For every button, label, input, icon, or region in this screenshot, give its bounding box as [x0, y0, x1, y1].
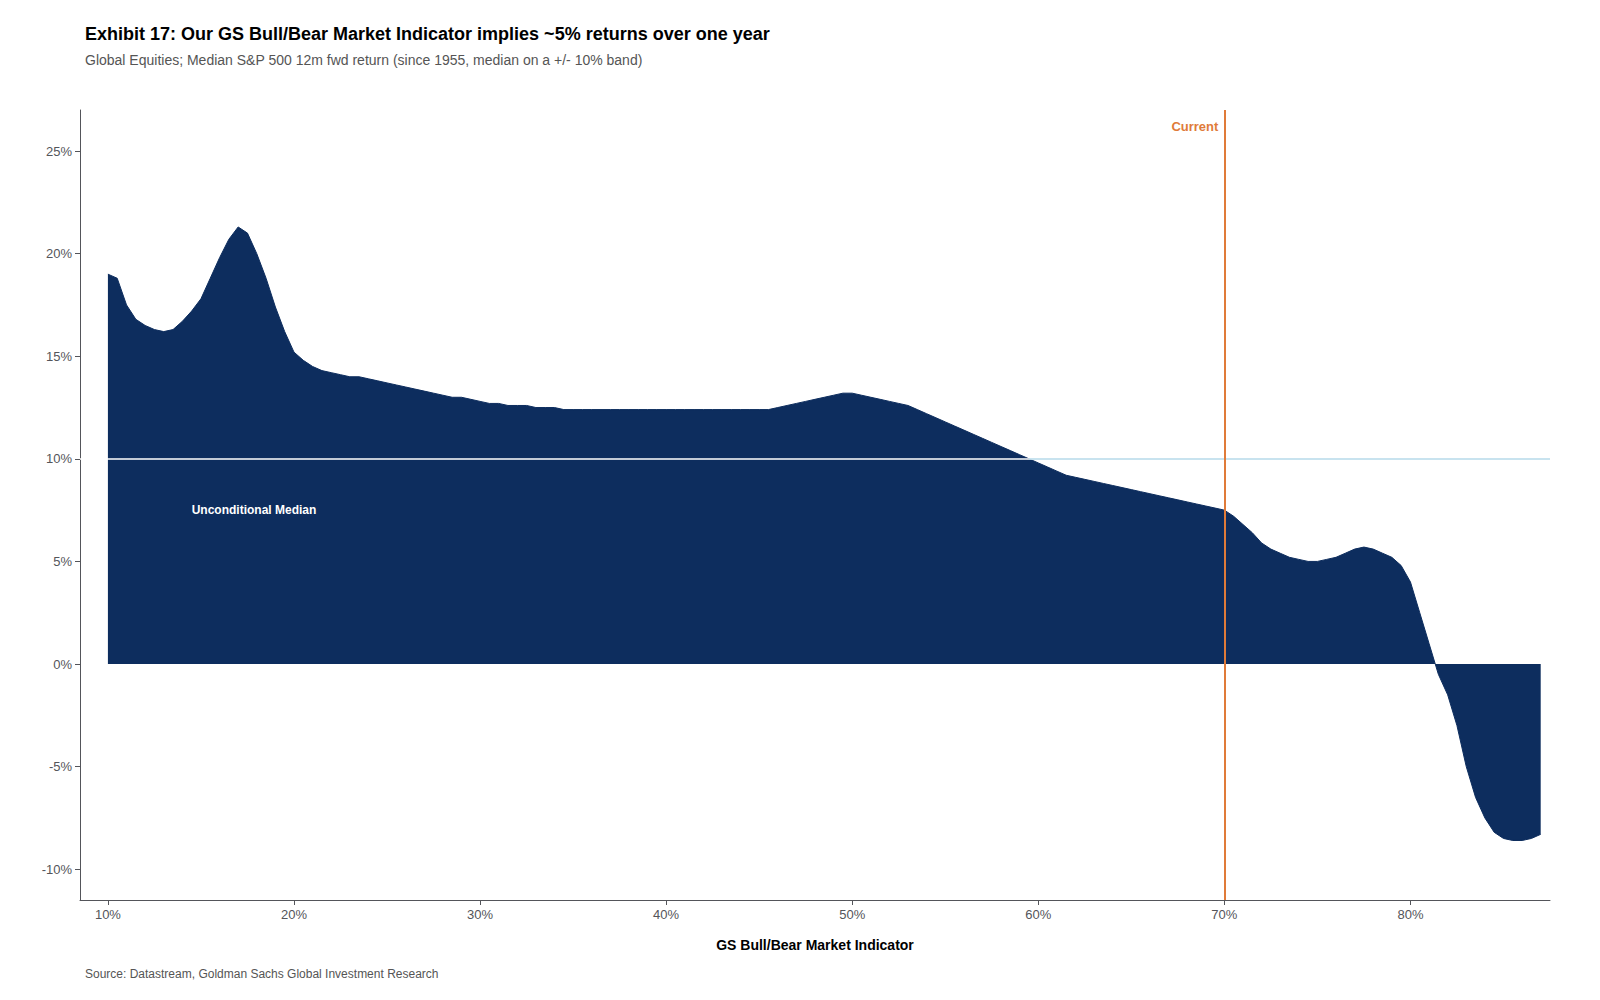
- svg-text:Source: Datastream, Goldman Sa: Source: Datastream, Goldman Sachs Global…: [85, 967, 439, 981]
- svg-text:Global Equities; Median S&P 50: Global Equities; Median S&P 500 12m fwd …: [85, 52, 642, 68]
- svg-text:Unconditional Median: Unconditional Median: [192, 503, 317, 517]
- svg-text:Exhibit 17: Our GS Bull/Bear M: Exhibit 17: Our GS Bull/Bear Market Indi…: [85, 24, 770, 44]
- svg-text:Current: Current: [1171, 119, 1219, 134]
- svg-text:-10%: -10%: [42, 862, 73, 877]
- svg-text:10%: 10%: [46, 451, 72, 466]
- svg-text:-5%: -5%: [49, 759, 73, 774]
- svg-text:5%: 5%: [53, 554, 72, 569]
- svg-text:GS Bull/Bear Market Indicator: GS Bull/Bear Market Indicator: [716, 937, 914, 953]
- svg-text:20%: 20%: [281, 907, 307, 922]
- svg-text:80%: 80%: [1397, 907, 1423, 922]
- svg-text:10%: 10%: [95, 907, 121, 922]
- svg-text:70%: 70%: [1211, 907, 1237, 922]
- svg-text:60%: 60%: [1025, 907, 1051, 922]
- svg-text:40%: 40%: [653, 907, 679, 922]
- svg-text:30%: 30%: [467, 907, 493, 922]
- svg-text:0%: 0%: [53, 657, 72, 672]
- svg-text:20%: 20%: [46, 246, 72, 261]
- svg-text:15%: 15%: [46, 349, 72, 364]
- svg-text:50%: 50%: [839, 907, 865, 922]
- svg-text:25%: 25%: [46, 144, 72, 159]
